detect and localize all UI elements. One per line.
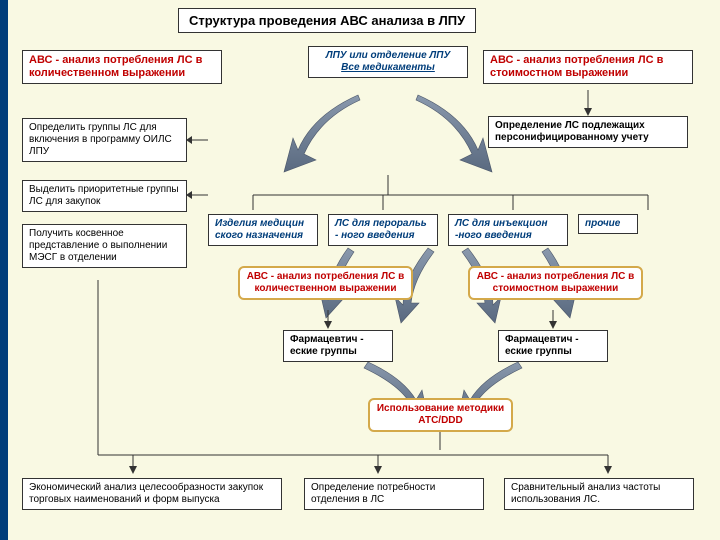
- box-cat-4: прочие: [578, 214, 638, 234]
- box-abc-qty-top: АВС - анализ потребления ЛС в количестве…: [22, 50, 222, 84]
- diagram-title: Структура проведения АВС анализа в ЛПУ: [178, 8, 476, 33]
- box-bottom-3: Сравнительный анализ частоты использован…: [504, 478, 694, 510]
- box-left-c: Получить косвенное представление о выпол…: [22, 224, 187, 268]
- lpu-line2: Все медикаменты: [315, 62, 461, 74]
- box-mid-abc-qty: АВС - анализ потребления ЛС в количестве…: [238, 266, 413, 300]
- box-left-a: Определить группы ЛС для включения в про…: [22, 118, 187, 162]
- diagram-canvas: Структура проведения АВС анализа в ЛПУ А…: [0, 0, 720, 540]
- box-lpu-center: ЛПУ или отделение ЛПУ Все медикаменты: [308, 46, 468, 78]
- lpu-line1: ЛПУ или отделение ЛПУ: [315, 50, 461, 62]
- box-cat-1: Изделия медицин ского назначения: [208, 214, 318, 246]
- box-pharm-right: Фармацевтич - еские группы: [498, 330, 608, 362]
- box-bottom-1: Экономический анализ целесообразности за…: [22, 478, 282, 510]
- box-mid-abc-cost: АВС - анализ потребления ЛС в стоимостно…: [468, 266, 643, 300]
- box-left-b: Выделить приоритетные группы ЛС для заку…: [22, 180, 187, 212]
- box-cat-3: ЛС для инъекцион -ного введения: [448, 214, 568, 246]
- box-bottom-2: Определение потребности отделения в ЛС: [304, 478, 484, 510]
- box-atc-ddd: Использование методики АТС/DDD: [368, 398, 513, 432]
- box-pharm-left: Фармацевтич - еские группы: [283, 330, 393, 362]
- box-cat-2: ЛС для пероральь - ного введения: [328, 214, 438, 246]
- box-right-top: Определение ЛС подлежащих персонифициров…: [488, 116, 688, 148]
- box-abc-cost-top: АВС - анализ потребления ЛС в стоимостно…: [483, 50, 693, 84]
